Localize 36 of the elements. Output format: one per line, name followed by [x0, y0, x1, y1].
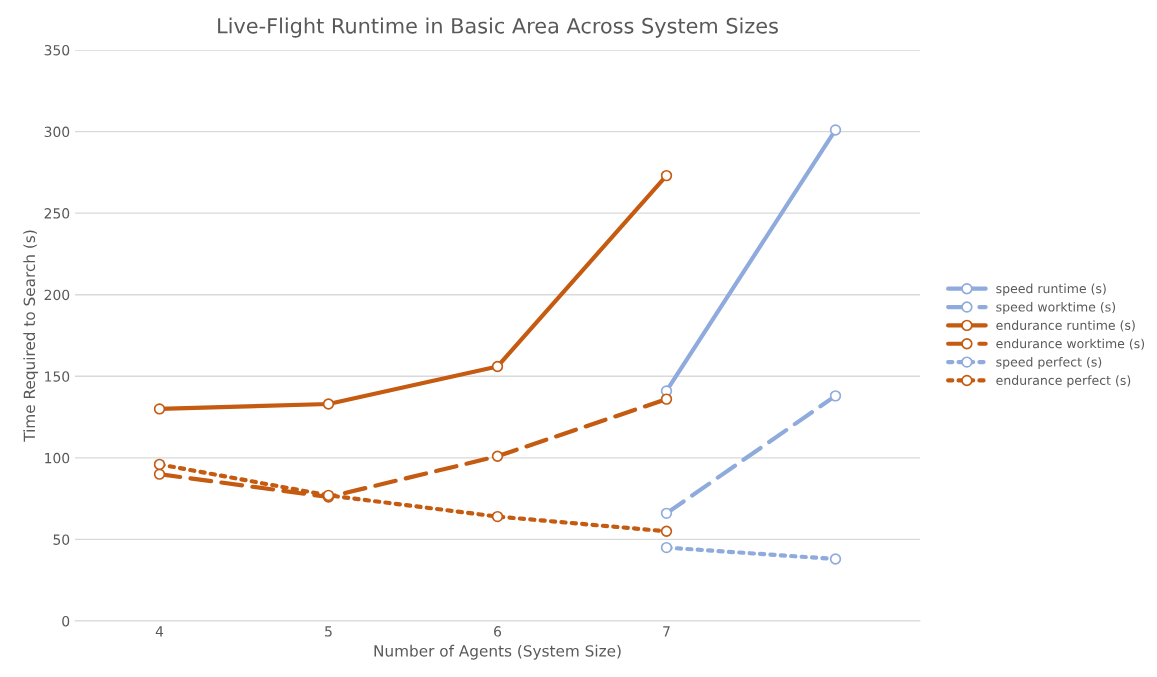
point: [829, 390, 842, 402]
point: [491, 360, 504, 373]
point: [660, 169, 673, 182]
y-tick-label: 100: [45, 452, 70, 464]
chart-title: Live-Flight Runtime in Basic Area Across System Sizes: [218, 17, 778, 38]
x-tick-label: 4: [155, 626, 164, 637]
legend-label: speed perfect (s): [996, 356, 1102, 370]
legend-label: endurance perfect (s): [996, 375, 1131, 388]
y-tick-label: 300: [44, 126, 70, 138]
point: [491, 450, 504, 462]
legend-label: speed runtime (s): [996, 283, 1106, 296]
x-tick-label: 5: [325, 626, 332, 637]
point: [153, 403, 166, 415]
point: [660, 541, 673, 554]
point: [153, 458, 166, 471]
point: [491, 510, 504, 523]
y-tick-label: 250: [44, 208, 70, 219]
y-tick-label: 350: [44, 44, 70, 56]
x-tick-label: 7: [663, 626, 670, 637]
y-axis-title: Time Required to Search (s): [23, 230, 39, 442]
legend-label: speed worktime (s): [996, 301, 1116, 315]
point: [660, 393, 673, 405]
legend-label: endurance runtime (s): [996, 320, 1135, 332]
point: [660, 525, 673, 537]
point: [322, 398, 335, 410]
point: [153, 468, 166, 480]
point: [660, 507, 673, 520]
y-tick-label: 150: [45, 371, 70, 382]
x-axis-title: Number of Agents (System Size): [374, 644, 621, 660]
y-tick-label: 0: [62, 615, 70, 627]
y-tick-label: 50: [53, 534, 70, 545]
point: [829, 124, 842, 136]
legend-label: endurance worktime (s): [996, 338, 1145, 350]
point: [829, 553, 842, 565]
y-tick-label: 200: [44, 289, 70, 301]
x-tick-label: 6: [494, 626, 502, 637]
